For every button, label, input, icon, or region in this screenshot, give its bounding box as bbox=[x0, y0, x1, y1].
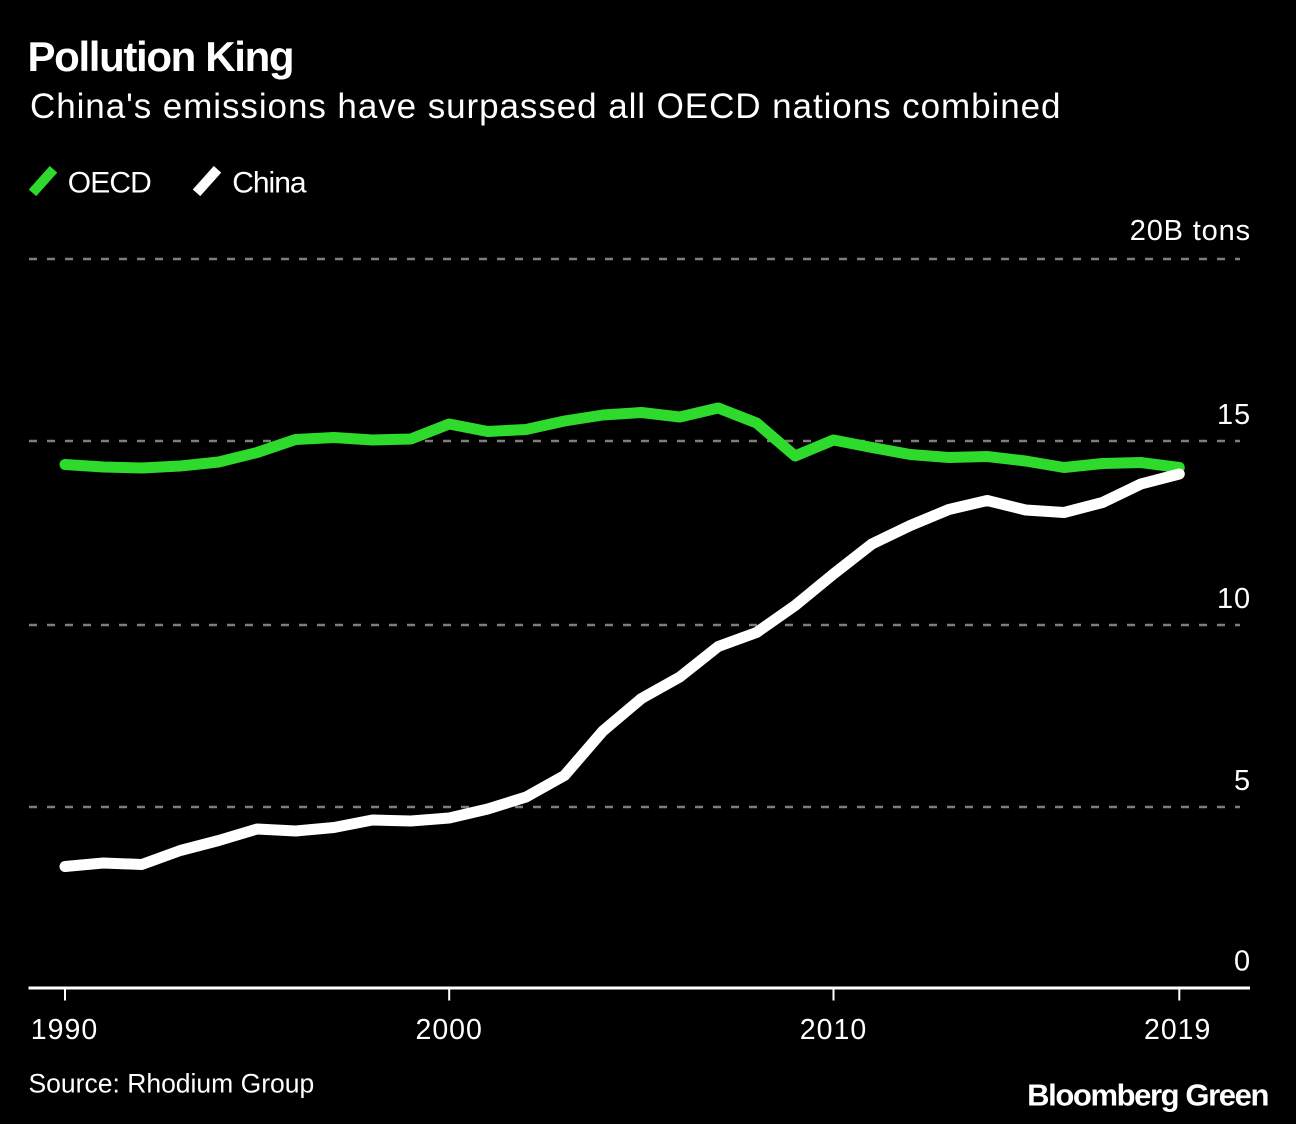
svg-text:2019: 2019 bbox=[1144, 1014, 1211, 1046]
svg-text:China's emissions have surpass: China's emissions have surpassed all OEC… bbox=[30, 87, 1061, 126]
svg-text:20B tons: 20B tons bbox=[1130, 215, 1251, 247]
svg-text:OECD: OECD bbox=[68, 166, 151, 199]
svg-text:2010: 2010 bbox=[800, 1014, 867, 1046]
svg-text:Source: Rhodium Group: Source: Rhodium Group bbox=[29, 1069, 315, 1099]
svg-text:China: China bbox=[232, 166, 307, 199]
svg-text:5: 5 bbox=[1234, 765, 1251, 797]
svg-text:0: 0 bbox=[1234, 946, 1251, 978]
svg-text:10: 10 bbox=[1217, 583, 1251, 615]
svg-text:1990: 1990 bbox=[31, 1014, 98, 1046]
svg-text:Pollution King: Pollution King bbox=[28, 33, 294, 80]
svg-text:15: 15 bbox=[1217, 399, 1251, 431]
svg-text:2000: 2000 bbox=[415, 1014, 482, 1046]
svg-text:Bloomberg Green: Bloomberg Green bbox=[1027, 1077, 1268, 1112]
